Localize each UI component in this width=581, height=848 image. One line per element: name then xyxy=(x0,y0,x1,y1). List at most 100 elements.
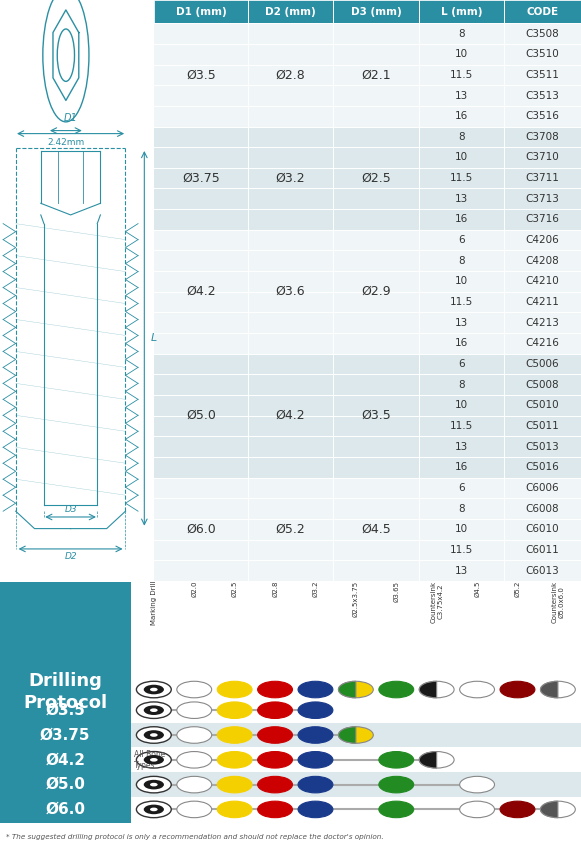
Circle shape xyxy=(150,758,157,762)
FancyBboxPatch shape xyxy=(154,374,581,395)
Wedge shape xyxy=(540,801,558,817)
Text: Ø3.5: Ø3.5 xyxy=(45,703,85,717)
Circle shape xyxy=(540,681,575,698)
Text: C5011: C5011 xyxy=(526,421,560,431)
Circle shape xyxy=(177,702,211,718)
FancyBboxPatch shape xyxy=(154,0,248,23)
Text: Ø2.9: Ø2.9 xyxy=(361,285,391,298)
Circle shape xyxy=(150,734,157,737)
FancyBboxPatch shape xyxy=(154,230,581,250)
FancyBboxPatch shape xyxy=(154,333,581,354)
Text: Ø3.2: Ø3.2 xyxy=(276,171,306,185)
FancyBboxPatch shape xyxy=(0,797,131,822)
Text: Ø4.5: Ø4.5 xyxy=(474,581,480,597)
FancyBboxPatch shape xyxy=(248,0,333,23)
Text: 16: 16 xyxy=(455,462,468,472)
Circle shape xyxy=(177,751,211,768)
Text: 13: 13 xyxy=(455,91,468,101)
FancyBboxPatch shape xyxy=(154,437,581,457)
Circle shape xyxy=(257,777,292,793)
FancyBboxPatch shape xyxy=(154,106,581,126)
Text: D1 (mm): D1 (mm) xyxy=(175,7,227,17)
Text: 16: 16 xyxy=(455,111,468,121)
Text: Ø3.65: Ø3.65 xyxy=(393,581,399,602)
Text: C3713: C3713 xyxy=(526,194,560,204)
Circle shape xyxy=(137,727,171,743)
Circle shape xyxy=(217,751,252,768)
Circle shape xyxy=(257,801,292,817)
Text: 10: 10 xyxy=(455,276,468,287)
Text: 8: 8 xyxy=(458,256,465,265)
Circle shape xyxy=(298,702,333,718)
FancyBboxPatch shape xyxy=(131,773,581,797)
Text: Ø5.2: Ø5.2 xyxy=(276,522,306,536)
Circle shape xyxy=(419,681,454,698)
Circle shape xyxy=(379,751,414,768)
Text: 11.5: 11.5 xyxy=(450,297,473,307)
Text: C4206: C4206 xyxy=(526,235,560,245)
Text: Ø3.5: Ø3.5 xyxy=(186,69,216,81)
Text: Marking Drill: Marking Drill xyxy=(151,581,157,625)
Circle shape xyxy=(257,681,292,698)
FancyBboxPatch shape xyxy=(0,747,131,773)
Circle shape xyxy=(298,727,333,743)
Text: Ø2.1: Ø2.1 xyxy=(361,69,391,81)
Text: C3510: C3510 xyxy=(526,49,560,59)
Text: 13: 13 xyxy=(455,194,468,204)
FancyBboxPatch shape xyxy=(154,23,581,44)
Circle shape xyxy=(257,702,292,718)
Text: C5016: C5016 xyxy=(526,462,560,472)
Circle shape xyxy=(257,727,292,743)
Wedge shape xyxy=(419,681,437,698)
Circle shape xyxy=(217,681,252,698)
Text: 8: 8 xyxy=(458,131,465,142)
Text: L: L xyxy=(150,333,157,343)
Text: Ø2.5: Ø2.5 xyxy=(361,171,391,185)
Text: D2: D2 xyxy=(64,552,77,561)
FancyBboxPatch shape xyxy=(154,457,581,477)
Circle shape xyxy=(144,780,164,789)
Text: C3716: C3716 xyxy=(526,215,560,225)
FancyBboxPatch shape xyxy=(154,477,581,499)
Text: D1: D1 xyxy=(64,113,77,123)
Text: C6013: C6013 xyxy=(526,566,560,576)
Circle shape xyxy=(298,681,333,698)
FancyBboxPatch shape xyxy=(154,168,581,188)
Wedge shape xyxy=(540,681,558,698)
Text: Ø3.2: Ø3.2 xyxy=(313,581,318,597)
Circle shape xyxy=(460,681,494,698)
Circle shape xyxy=(177,801,211,817)
Text: Drilling
Protocol: Drilling Protocol xyxy=(23,672,107,712)
Text: C6011: C6011 xyxy=(526,545,560,555)
Circle shape xyxy=(500,801,535,817)
Circle shape xyxy=(137,751,171,768)
FancyBboxPatch shape xyxy=(0,773,131,797)
Circle shape xyxy=(338,681,374,698)
Text: C4211: C4211 xyxy=(526,297,560,307)
FancyBboxPatch shape xyxy=(131,797,581,822)
Text: 13: 13 xyxy=(455,442,468,452)
Text: Countersink
Ø5.0x6.0: Countersink Ø5.0x6.0 xyxy=(551,581,564,622)
Text: Ø6.0: Ø6.0 xyxy=(186,522,216,536)
Text: C3710: C3710 xyxy=(526,153,560,163)
Text: Ø4.2: Ø4.2 xyxy=(45,752,85,767)
Text: C4208: C4208 xyxy=(526,256,560,265)
Text: 16: 16 xyxy=(455,338,468,349)
Circle shape xyxy=(217,727,252,743)
FancyBboxPatch shape xyxy=(154,312,581,333)
Circle shape xyxy=(257,751,292,768)
Text: 11.5: 11.5 xyxy=(450,545,473,555)
Text: D2 (mm): D2 (mm) xyxy=(266,7,316,17)
Text: 11.5: 11.5 xyxy=(450,70,473,80)
FancyBboxPatch shape xyxy=(131,722,581,747)
Circle shape xyxy=(379,777,414,793)
Text: Ø3.75: Ø3.75 xyxy=(40,728,91,743)
FancyBboxPatch shape xyxy=(419,0,504,23)
FancyBboxPatch shape xyxy=(154,250,581,271)
Text: C6010: C6010 xyxy=(526,524,560,534)
FancyBboxPatch shape xyxy=(154,148,581,168)
Circle shape xyxy=(150,807,157,812)
Text: L (mm): L (mm) xyxy=(440,7,482,17)
Text: D3: D3 xyxy=(64,505,77,514)
Circle shape xyxy=(298,777,333,793)
